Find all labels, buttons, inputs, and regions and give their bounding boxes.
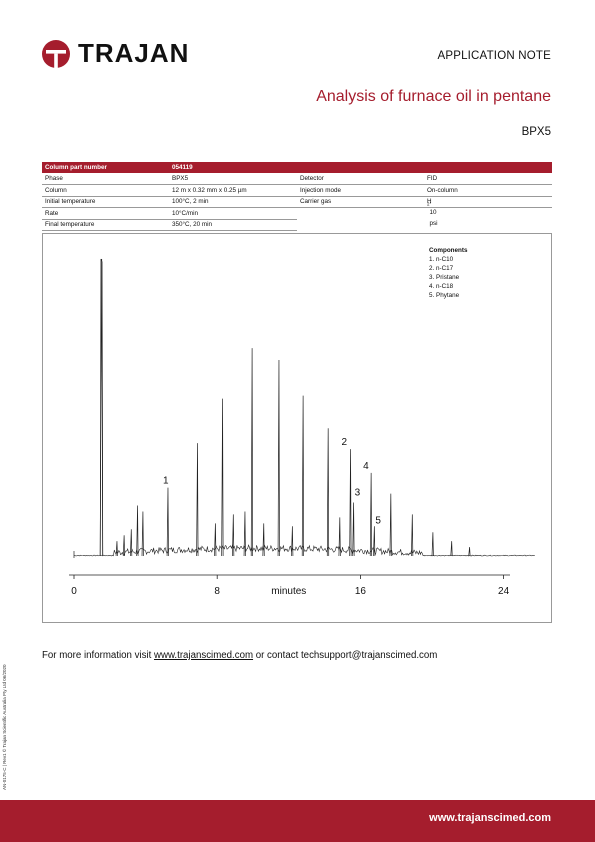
trajan-logo-mark <box>42 39 70 68</box>
chromatogram-panel: 0 8 16 24 minutes 1 2 3 4 5 Components 1. n-C10 2… <box>42 233 552 623</box>
chromatogram: 0 8 16 24 minutes 1 2 3 4 5 <box>69 258 536 597</box>
parameter-value: BPX5 <box>172 175 189 182</box>
chromatogram-peak <box>136 505 139 557</box>
parameter-label: Final temperature <box>45 221 95 228</box>
note-text: or contact <box>253 650 301 661</box>
chromatogram-peak <box>373 526 376 557</box>
components-legend: Components 1. n-C10 2. n-C17 3. Pristane… <box>429 247 467 300</box>
chromatogram-peak <box>431 532 434 557</box>
parameter-row: Detector FID <box>297 173 552 185</box>
chromatogram-peak <box>450 541 453 557</box>
solvent-peak <box>99 258 104 557</box>
parameter-value: 10°C/min <box>172 209 198 217</box>
chromatogram-peak <box>221 398 224 557</box>
parameter-value: On-column <box>427 186 458 194</box>
parameter-label: Rate <box>45 209 59 217</box>
x-tick-label: 0 <box>71 586 77 597</box>
trajan-logo: TRAJAN <box>42 38 189 69</box>
peak-label: 3 <box>355 488 361 499</box>
chromatogram-peak <box>468 547 471 557</box>
baseline-trace <box>73 544 536 557</box>
note-text: For more information visit <box>42 650 154 661</box>
chromatogram-peak <box>214 523 217 557</box>
parameter-row: Injection mode On-column <box>297 185 552 197</box>
chromatogram-peak <box>326 428 330 557</box>
parameter-value: 350°C, 20 min <box>172 221 212 228</box>
legend-item: 3. Pristane <box>429 273 460 281</box>
peak-label: 4 <box>363 461 369 472</box>
peak-label: 2 <box>342 437 348 448</box>
parameter-row: Rate 10°C/min <box>42 208 297 220</box>
peak-label: 1 <box>163 476 169 487</box>
chromatogram-peak <box>115 541 118 557</box>
footer-bar: www.trajanscimed.com <box>0 800 595 842</box>
chromatogram-peak <box>166 487 169 557</box>
parameter-label: Column part number <box>45 164 107 171</box>
value-main: H <box>427 198 432 205</box>
chromatogram-peak <box>262 523 265 557</box>
parameter-row: Phase BPX5 <box>42 173 297 185</box>
x-tick-label: 8 <box>214 586 220 597</box>
chromatogram-peak <box>352 502 355 557</box>
support-email[interactable]: techsupport@trajanscimed.com <box>300 650 438 661</box>
legend-item: 2. n-C17 <box>429 264 454 272</box>
footer-url[interactable]: www.trajanscimed.com <box>429 812 551 824</box>
parameter-label: Column <box>45 186 67 194</box>
legend-item: 5. Phytane <box>429 291 460 299</box>
parameter-label: Detector <box>300 175 324 182</box>
parameter-label: Injection mode <box>300 186 341 194</box>
parameter-value: 054119 <box>172 164 193 171</box>
legend-item: 1. n-C10 <box>429 255 454 263</box>
parameters-table: Column part number 054119 Phase BPX5 Col… <box>42 162 552 231</box>
legend-title: Components <box>429 247 468 254</box>
chromatogram-peak <box>411 514 414 557</box>
chromatogram-peak <box>196 443 199 557</box>
value-rest: , 10 psi <box>429 198 438 227</box>
parameter-value: 12 m x 0.32 mm x 0.25 µm <box>172 186 247 194</box>
chromatogram-peak <box>250 348 253 557</box>
chromatogram-peak <box>349 449 352 557</box>
chromatogram-peak <box>277 359 280 557</box>
peak-label: 5 <box>375 515 381 526</box>
value-subscript: 2 <box>427 201 430 207</box>
x-tick-label: 24 <box>498 586 510 597</box>
chromatogram-peak <box>232 514 235 557</box>
chromatogram-peak <box>130 529 133 557</box>
doc-type: APPLICATION NOTE <box>437 50 551 62</box>
x-tick-label: 16 <box>355 586 367 597</box>
page-title: Analysis of furnace oil in pentane <box>316 88 551 105</box>
parameter-row-part-number: Column part number 054119 <box>42 162 552 173</box>
chromatogram-peak <box>122 535 126 557</box>
document-code: AN-0175-C | Rev1 © Trajan Scientific Aus… <box>2 664 7 790</box>
parameter-row: Final temperature 350°C, 20 min <box>42 219 297 231</box>
brand-name: TRAJAN <box>78 38 190 68</box>
chromatogram-peak <box>369 472 373 557</box>
chromatogram-peak <box>301 395 305 557</box>
website-link[interactable]: www.trajanscimed.com <box>153 650 254 661</box>
parameter-value: FID <box>427 175 438 182</box>
chromatogram-peak <box>291 526 294 557</box>
parameter-row: Initial temperature 100°C, 2 min <box>42 196 297 208</box>
chromatogram-peak <box>389 493 392 557</box>
parameter-label: Initial temperature <box>45 198 96 205</box>
parameter-label: Carrier gas <box>300 198 332 205</box>
contact-note: For more information visit www.trajansci… <box>42 650 437 661</box>
chromatogram-peak <box>141 511 144 557</box>
parameter-label: Phase <box>45 175 63 182</box>
chromatogram-peak <box>338 517 341 557</box>
column-name: BPX5 <box>521 126 551 138</box>
legend-item: 4. n-C18 <box>429 282 454 290</box>
x-axis-label: minutes <box>271 586 306 597</box>
parameter-row: Column 12 m x 0.32 mm x 0.25 µm <box>42 185 297 197</box>
chromatogram-peak <box>243 511 246 557</box>
parameter-value: 100°C, 2 min <box>172 198 209 205</box>
